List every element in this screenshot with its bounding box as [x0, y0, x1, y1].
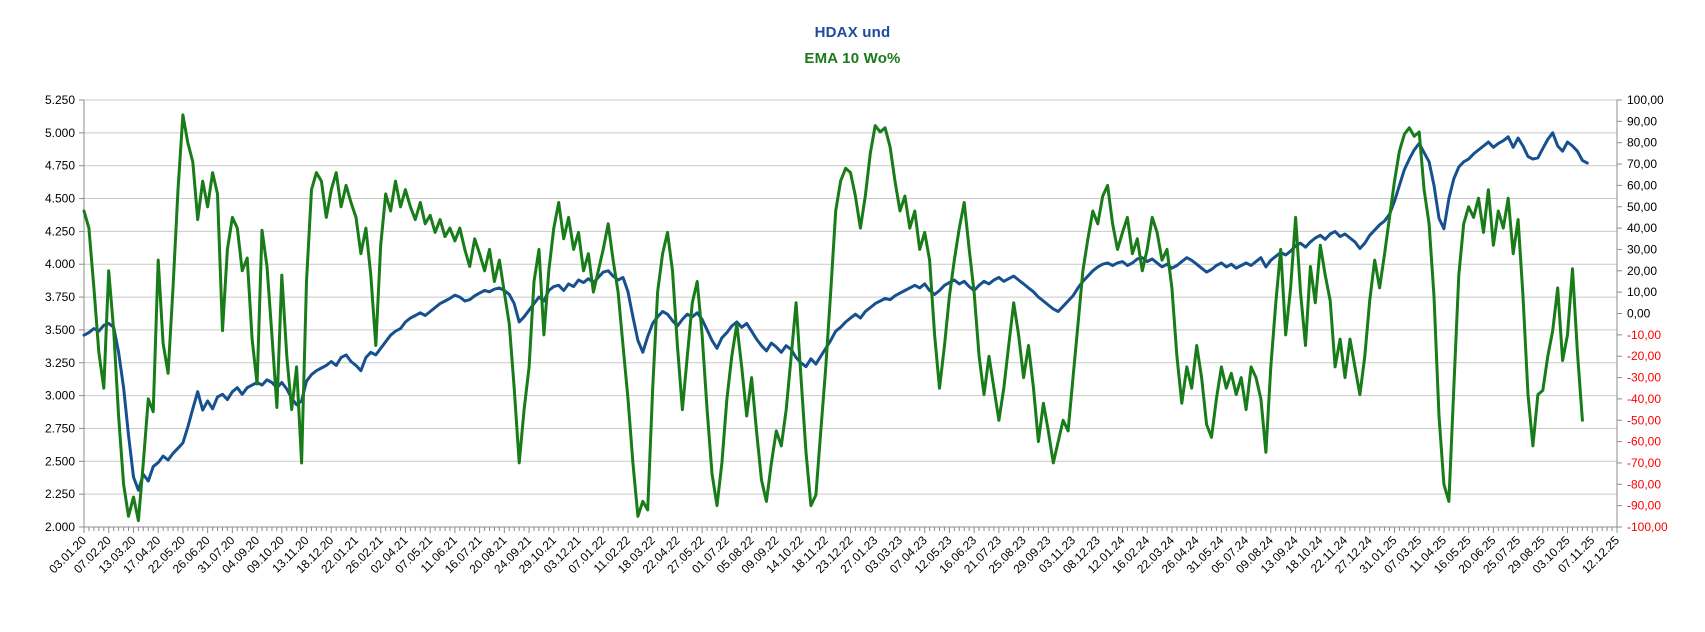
right-axis-label: -60,00	[1627, 435, 1661, 449]
right-axis-label: 30,00	[1627, 242, 1657, 256]
right-axis-label: 60,00	[1627, 178, 1657, 192]
left-axis-label: 2.500	[45, 454, 75, 468]
left-axis-label: 5.000	[45, 126, 75, 140]
right-axis-label: 100,00	[1627, 93, 1664, 107]
left-axis-label: 3.750	[45, 290, 75, 304]
right-axis-label: -40,00	[1627, 392, 1661, 406]
left-axis-label: 3.000	[45, 389, 75, 403]
chart-title-block: HDAX und EMA 10 Wo%	[0, 20, 1705, 71]
right-axis-label: 20,00	[1627, 264, 1657, 278]
left-axis-label: 4.500	[45, 192, 75, 206]
right-axis-label: -90,00	[1627, 499, 1661, 513]
chart-title-ema: EMA 10 Wo%	[804, 49, 901, 67]
left-axis-label: 4.000	[45, 257, 75, 271]
left-axis-label: 2.750	[45, 421, 75, 435]
left-axis-label: 4.750	[45, 159, 75, 173]
left-axis-label: 4.250	[45, 224, 75, 238]
right-axis-label: -70,00	[1627, 456, 1661, 470]
right-axis-label: 90,00	[1627, 114, 1657, 128]
right-axis-label: 40,00	[1627, 221, 1657, 235]
left-axis-label: 3.250	[45, 356, 75, 370]
left-axis-label: 2.250	[45, 487, 75, 501]
right-axis-label: 80,00	[1627, 136, 1657, 150]
left-axis-label: 5.250	[45, 93, 75, 107]
left-axis-label: 3.500	[45, 323, 75, 337]
right-axis-label: 0,00	[1627, 307, 1651, 321]
right-axis-label: -30,00	[1627, 371, 1661, 385]
right-axis-label: 10,00	[1627, 285, 1657, 299]
right-axis-label: 50,00	[1627, 200, 1657, 214]
chart-title-hdax: HDAX und	[814, 24, 891, 41]
right-axis-label: -50,00	[1627, 413, 1661, 427]
ema-series-line	[82, 113, 1584, 523]
right-axis-label: -100,00	[1627, 520, 1668, 534]
right-axis-label: -80,00	[1627, 477, 1661, 491]
right-axis-label: 70,00	[1627, 157, 1657, 171]
hdax-series-line	[82, 131, 1589, 492]
right-axis-label: -20,00	[1627, 349, 1661, 363]
right-axis-label: -10,00	[1627, 328, 1661, 342]
left-axis-label: 2.000	[45, 520, 75, 534]
